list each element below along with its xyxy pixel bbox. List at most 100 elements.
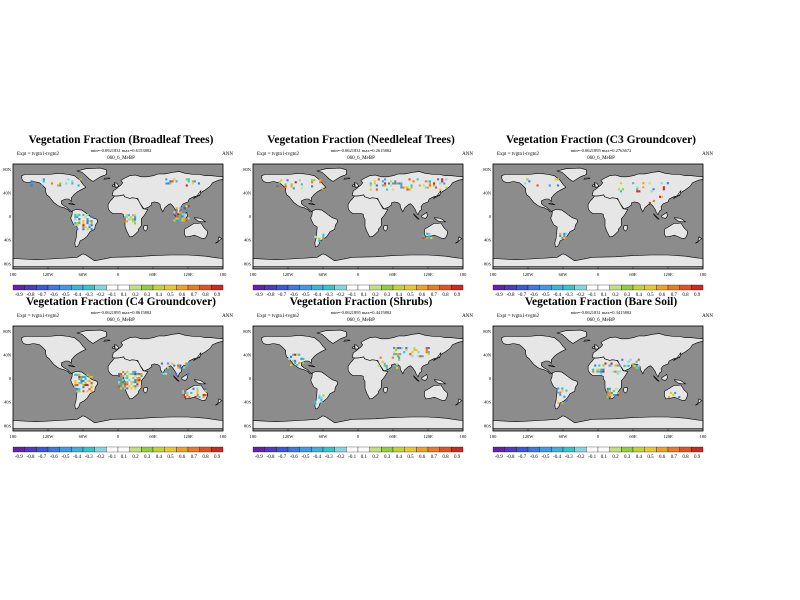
colorbar-label: -0.7 [38,455,46,460]
colorbar-swatch [427,284,440,291]
data-cell [74,382,77,385]
landmass [347,194,389,238]
data-cell [394,180,397,183]
colorbar-label: -0.3 [565,293,573,298]
data-cell [122,385,125,388]
data-cell [88,375,91,378]
y-tick-label: 0 [489,376,492,381]
data-cell [191,180,194,183]
data-cell [118,383,121,386]
data-cell [375,188,378,191]
colorbar-label: 0.3 [624,293,631,298]
colorbar-swatch [369,446,382,453]
data-cell [565,389,568,392]
data-cell [183,213,186,216]
data-cell [623,364,626,367]
data-cell [439,188,442,191]
colorbar-swatch [551,446,564,453]
data-cell [181,219,184,222]
landmass [673,351,682,362]
data-cell [90,386,93,389]
data-cell [633,364,636,367]
colorbar-label: -0.7 [278,455,286,460]
x-tick-label: 120E [663,272,673,277]
colorbar-label: -0.3 [325,293,333,298]
colorbar-label: 0.9 [694,455,701,460]
data-cell [565,236,568,239]
data-cell [118,373,121,376]
colorbar-swatch [632,284,645,291]
landmass [383,386,388,394]
data-cell [165,178,168,181]
data-cell [186,391,189,394]
colorbar-swatch [199,284,212,291]
data-cell [59,182,62,185]
colorbar-label: 0.6 [659,455,666,460]
data-cell [405,349,408,352]
panel-case: 060_6_MeBP [347,318,375,323]
colorbar-swatch [322,446,335,453]
data-cell [82,222,85,225]
colorbar-label: -0.4 [73,293,81,298]
map-panel: Vegetation Fraction (C4 Groundcover) min=… [1,296,241,486]
data-cell [184,389,187,392]
colorbar-label: 0.8 [442,293,449,298]
colorbar-label: 0.7 [671,455,678,460]
colorbar-label: 0.3 [144,455,151,460]
landmass [433,351,442,362]
colorbar-swatch [504,284,517,291]
data-cell [290,185,293,188]
data-cell [118,377,121,380]
data-cell [399,353,402,356]
colorbar-label: 0.4 [396,455,403,460]
data-cell [169,182,172,185]
data-cell [606,389,609,392]
colorbar-label: -0.8 [27,455,35,460]
data-cell [557,391,560,394]
data-cell [602,364,605,367]
data-cell [138,381,141,384]
data-cell [426,186,429,189]
data-cell [608,387,611,390]
data-cell [614,364,617,367]
data-cell [126,377,129,380]
data-cell [197,182,200,185]
y-tick-label: 80S [244,261,252,266]
colorbar-label: 0.3 [624,455,631,460]
colorbar-label: -0.1 [108,293,116,298]
colorbar-swatch [299,446,312,453]
data-cell [90,228,93,231]
landmass [587,194,629,238]
data-cell [124,377,127,380]
data-cell [132,373,135,376]
landmass [695,236,703,244]
data-cell [610,364,613,367]
colorbar-swatch [252,446,265,453]
landmass [76,167,107,182]
data-cell [413,349,416,352]
data-cell [167,362,170,365]
colorbar-swatch [47,446,60,453]
data-cell [443,182,446,185]
colorbar-swatch [644,284,657,291]
colorbar-label: -0.7 [278,293,286,298]
data-cell [441,180,444,183]
data-cell [408,188,411,191]
data-cell [425,347,428,350]
data-cell [600,370,603,373]
data-cell [373,180,376,183]
landmass [193,189,202,200]
colorbar-swatch [562,446,575,453]
landmass [421,373,428,381]
colorbar-label: -0.2 [97,455,105,460]
data-cell [393,351,396,354]
data-cell [606,394,609,397]
data-cell [612,394,615,397]
data-cell [82,226,85,229]
map-panel: Vegetation Fraction (Bare Soil) min=-0.06… [481,296,721,486]
data-cell [608,396,611,399]
colorbar-swatch [644,446,657,453]
colorbar-label: 0.2 [372,455,379,460]
data-cell [71,180,74,183]
y-tick-label: 40S [4,238,12,243]
